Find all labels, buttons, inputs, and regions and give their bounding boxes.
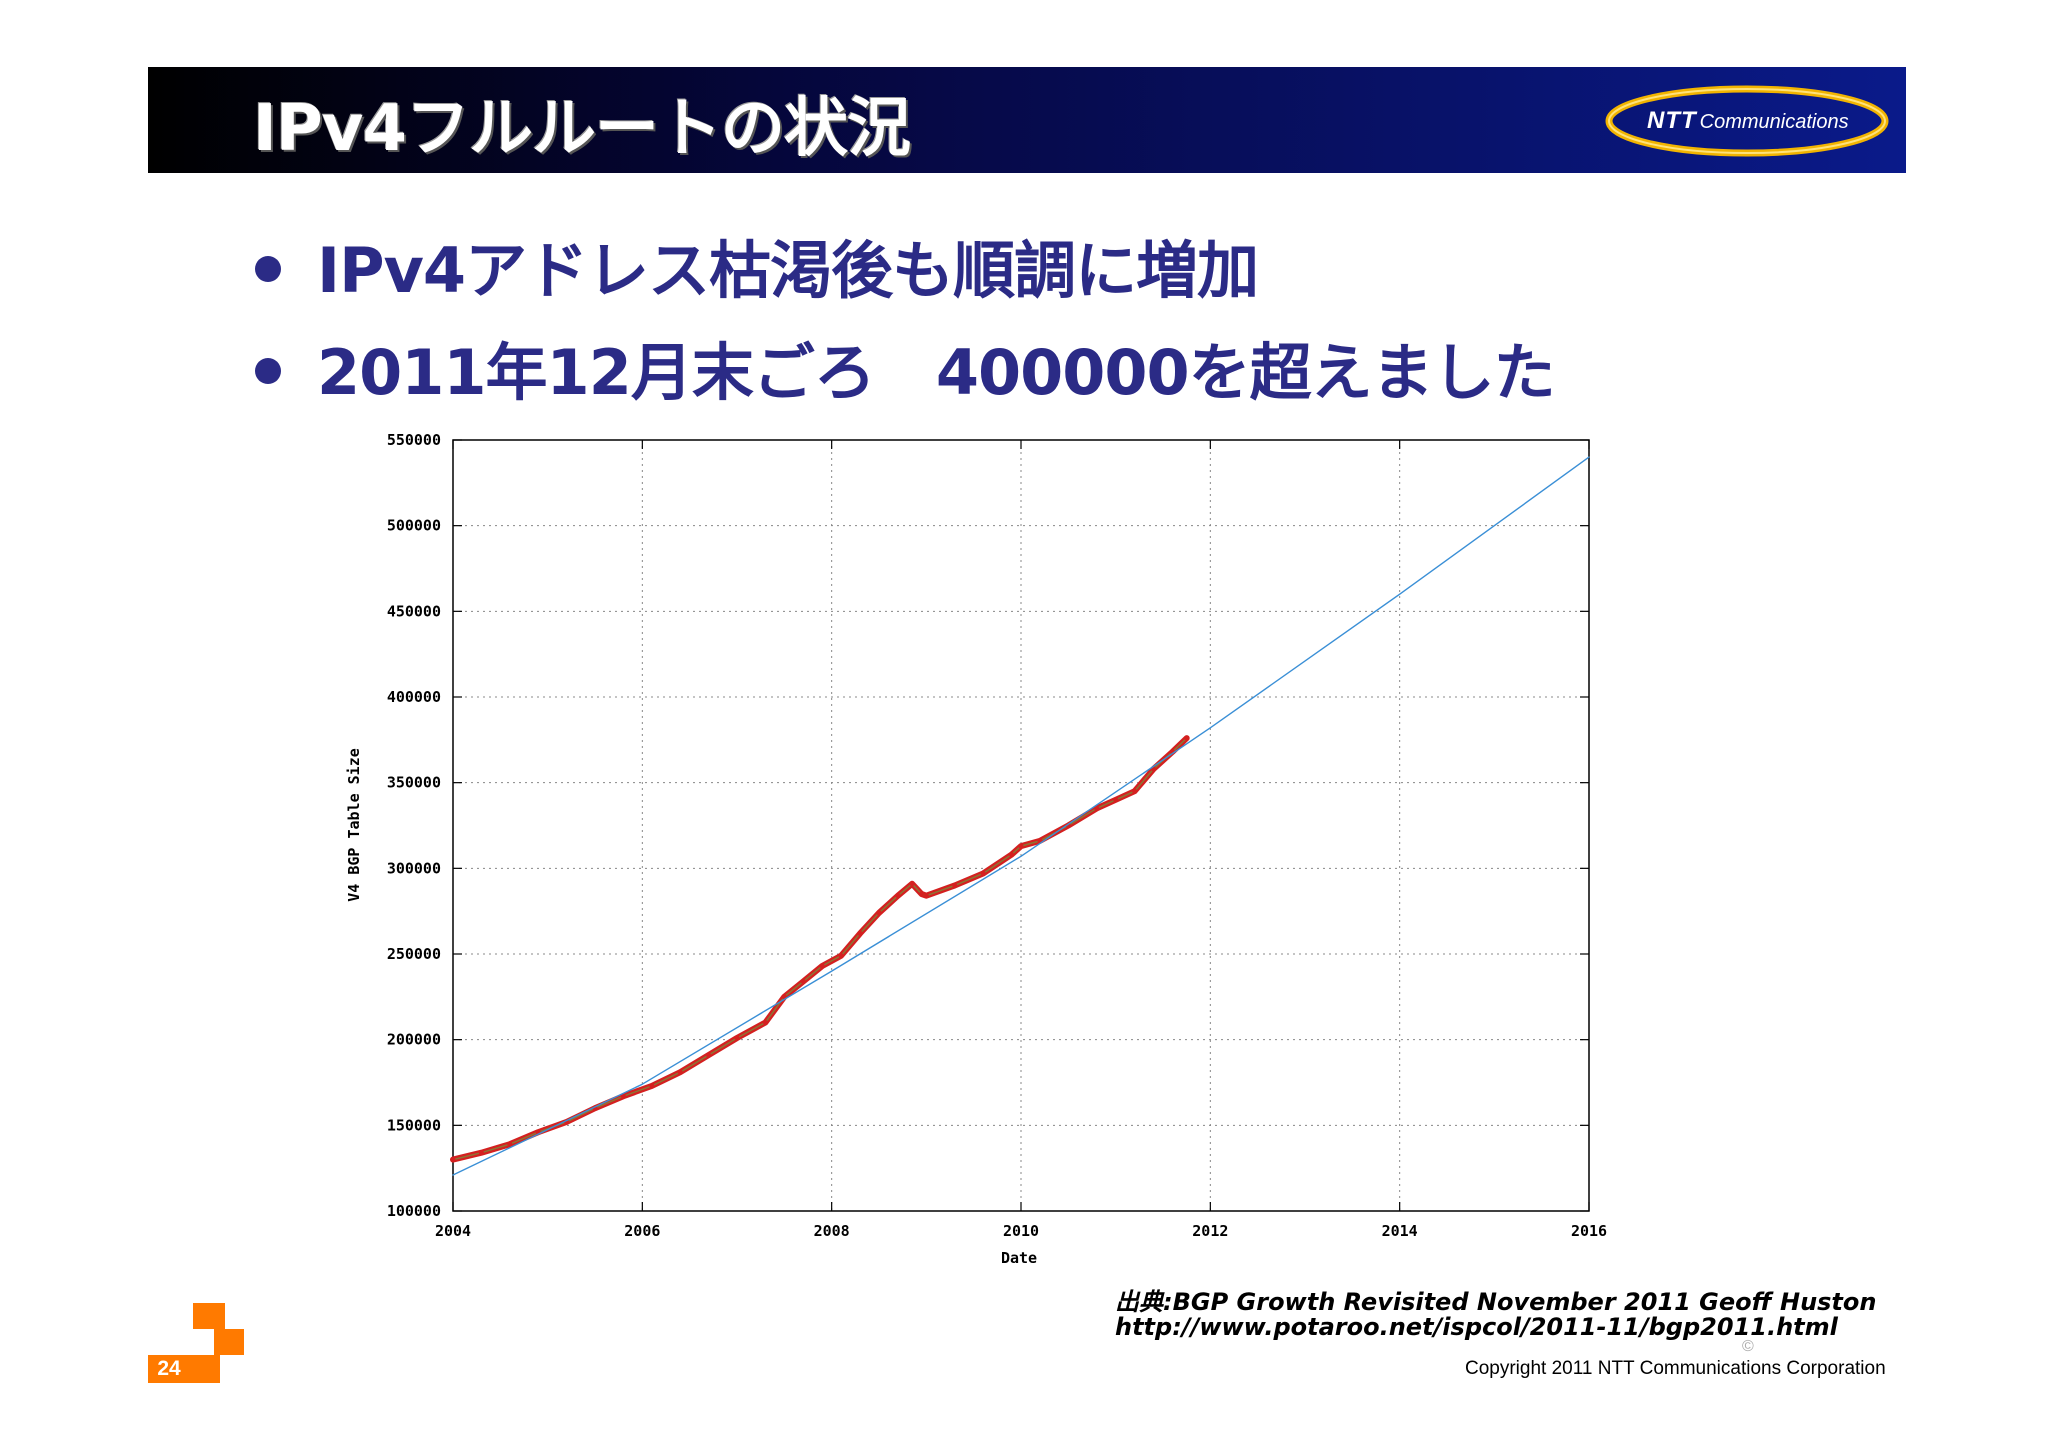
data-point <box>919 891 925 897</box>
title-bar: IPv4フルルートの状況 NTT Communications <box>148 67 1906 173</box>
data-point <box>952 882 958 888</box>
page-title: IPv4フルルートの状況 <box>253 92 911 166</box>
page-number-decoration <box>148 1303 244 1383</box>
data-point <box>1184 735 1190 741</box>
data-point <box>706 1052 712 1058</box>
logo-swoosh-icon <box>1605 85 1889 157</box>
ntt-logo: NTT Communications <box>1602 81 1892 159</box>
data-point <box>1009 852 1015 858</box>
data-point <box>800 978 806 984</box>
x-tick-label: 2006 <box>624 1222 660 1240</box>
y-tick-label: 250000 <box>387 945 441 963</box>
data-point <box>909 881 915 887</box>
y-axis-label: V4 BGP Table Size <box>345 748 363 902</box>
x-tick-label: 2004 <box>435 1222 471 1240</box>
y-tick-label: 500000 <box>387 517 441 535</box>
series-line-bgp-table <box>450 735 1190 1163</box>
y-tick-label: 300000 <box>387 859 441 877</box>
y-tick-label: 400000 <box>387 688 441 706</box>
data-point <box>762 1020 768 1026</box>
data-point <box>478 1150 484 1156</box>
x-tick-label: 2010 <box>1003 1222 1039 1240</box>
data-point <box>895 893 901 899</box>
logo-brand: NTT <box>1647 107 1697 134</box>
x-tick-label: 2016 <box>1571 1222 1607 1240</box>
data-point <box>1132 788 1138 794</box>
x-tick-label: 2008 <box>814 1222 850 1240</box>
data-point <box>450 1157 456 1163</box>
data-point <box>649 1083 655 1089</box>
copyright-text: Copyright 2011 NTT Communications Corpor… <box>1465 1358 1886 1379</box>
series-line-trend <box>452 456 1590 1176</box>
bullet-2: 2011年12月末ごろ 400000を超えました <box>255 322 1556 412</box>
data-point <box>677 1069 683 1075</box>
bullet-1-text: IPv4アドレス枯渇後も順調に増加 <box>317 234 1259 307</box>
logo-text: Communications <box>1699 111 1849 133</box>
y-tick-label: 550000 <box>387 431 441 449</box>
copyright-symbol: © <box>1742 1338 1754 1355</box>
bullet-dot-icon <box>255 357 281 384</box>
x-tick-label: 2014 <box>1382 1222 1418 1240</box>
y-tick-label: 200000 <box>387 1031 441 1049</box>
data-point <box>620 1093 626 1099</box>
data-point <box>1094 805 1100 811</box>
x-tick-label: 2012 <box>1192 1222 1228 1240</box>
bullet-1: IPv4アドレス枯渇後も順調に増加 <box>255 220 1259 310</box>
data-point <box>923 893 929 899</box>
data-point <box>1018 843 1024 849</box>
x-axis-label: Date <box>1001 1249 1037 1267</box>
y-tick-label: 350000 <box>387 774 441 792</box>
series-line-bgp-table-core <box>452 737 1188 1161</box>
data-point <box>507 1141 513 1147</box>
data-point <box>734 1035 740 1041</box>
bullet-2-text: 2011年12月末ごろ 400000を超えました <box>317 336 1556 409</box>
data-point <box>876 910 882 916</box>
y-tick-label: 100000 <box>387 1202 441 1220</box>
data-point <box>838 953 844 959</box>
data-point <box>857 930 863 936</box>
source-line-1: 出典:BGP Growth Revisited November 2011 Ge… <box>1115 1288 1877 1316</box>
data-point <box>1113 797 1119 803</box>
y-tick-label: 450000 <box>387 602 441 620</box>
data-point <box>980 870 986 876</box>
data-point <box>819 963 825 969</box>
y-tick-label: 150000 <box>387 1116 441 1134</box>
source-url[interactable]: http://www.potaroo.net/ispcol/2011-11/bg… <box>1115 1313 1838 1341</box>
page-number: 24 <box>148 1355 190 1383</box>
bullet-dot-icon <box>255 255 281 282</box>
